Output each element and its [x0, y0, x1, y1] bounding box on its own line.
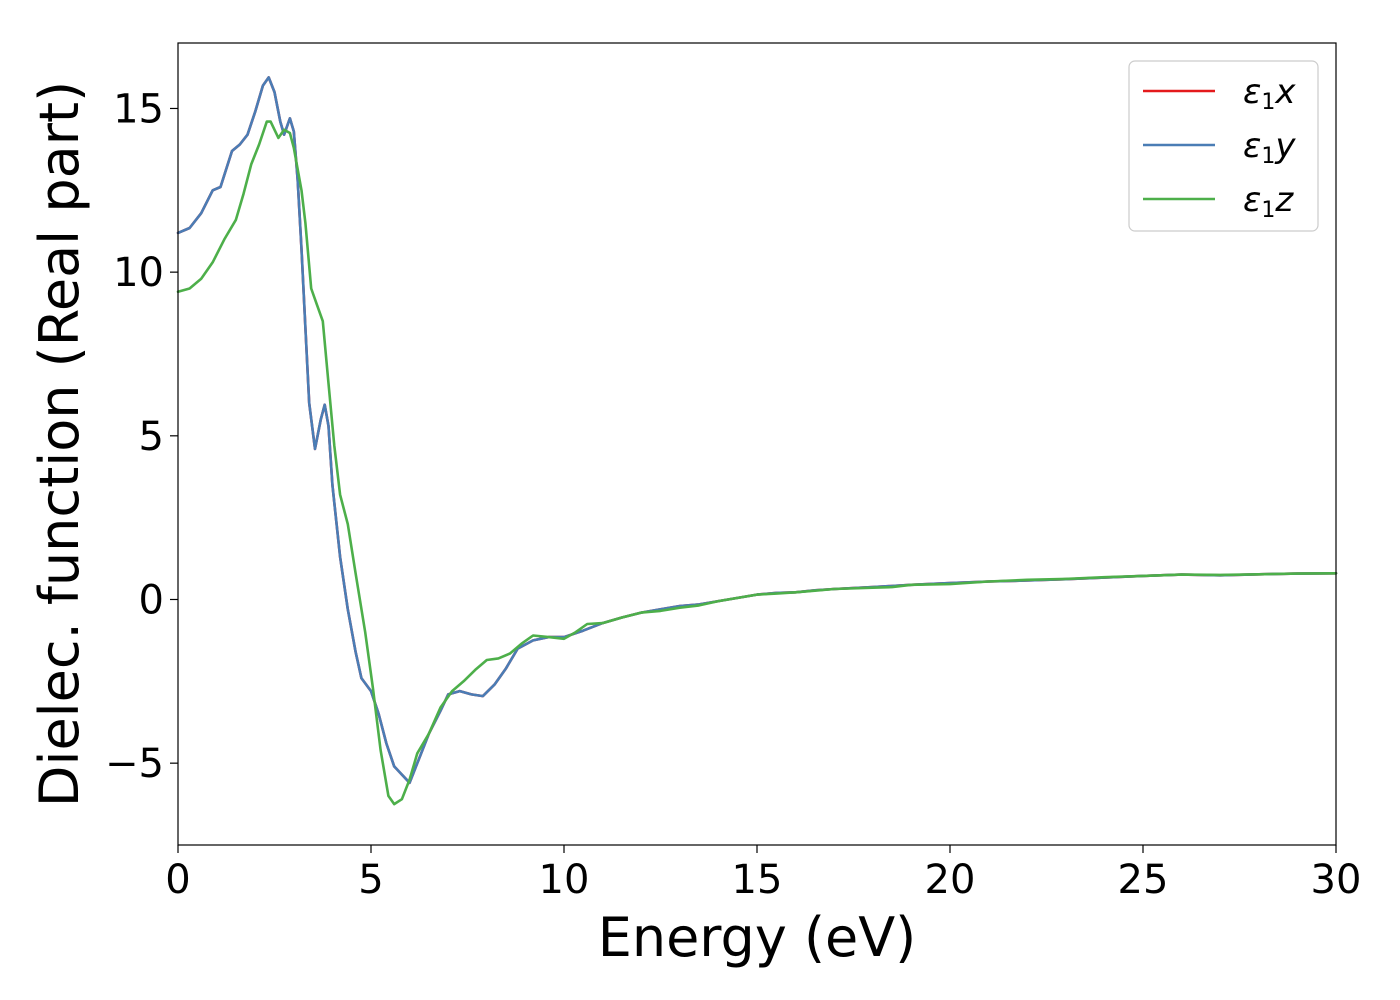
legend: ε1x ε1y ε1z — [1128, 60, 1319, 232]
y-axis-label: Dielec. function (Real part) — [28, 81, 91, 807]
legend-label-y: ε1y — [1243, 126, 1296, 169]
x-tick-label: 10 — [539, 857, 590, 903]
x-ticks: 0 5 10 15 20 25 30 — [165, 845, 1361, 903]
legend-label-z: ε1z — [1243, 180, 1294, 223]
y-tick-label: 15 — [113, 86, 164, 132]
x-tick-label: 30 — [1311, 857, 1362, 903]
x-tick-label: 20 — [925, 857, 976, 903]
legend-label-x: ε1x — [1243, 72, 1296, 115]
series-line-z — [176, 120, 1338, 806]
series-layer — [176, 76, 1338, 806]
x-tick-label: 5 — [358, 857, 383, 903]
y-tick-label: 10 — [113, 250, 164, 296]
y-tick-label: 5 — [139, 414, 164, 460]
x-tick-label: 25 — [1118, 857, 1169, 903]
y-tick-label: 0 — [139, 577, 164, 623]
y-ticks: −5 0 5 10 15 — [105, 86, 178, 787]
x-tick-label: 15 — [732, 857, 783, 903]
x-axis-label: Energy (eV) — [598, 906, 917, 969]
y-tick-label: −5 — [105, 741, 164, 787]
x-tick-label: 0 — [165, 857, 190, 903]
legend-box — [1128, 60, 1319, 232]
